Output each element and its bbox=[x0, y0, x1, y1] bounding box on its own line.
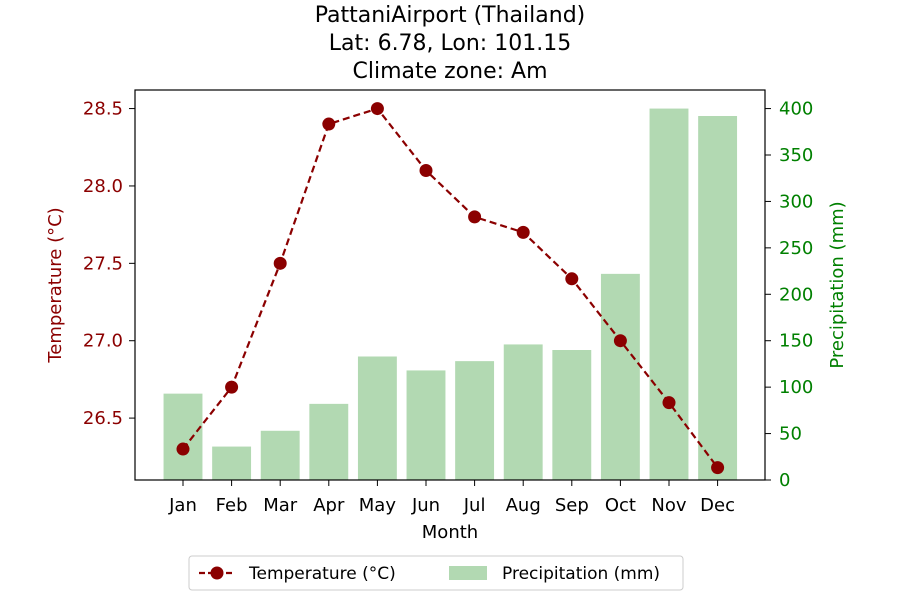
right-tick-label: 100 bbox=[779, 377, 813, 398]
temp-point-aug bbox=[516, 225, 530, 239]
x-axis-label: Month bbox=[422, 522, 478, 543]
precip-bar-jul bbox=[455, 361, 495, 480]
right-tick-label: 400 bbox=[779, 99, 813, 120]
left-axis-label: Temperature (°C) bbox=[45, 207, 66, 363]
temp-point-nov bbox=[662, 396, 676, 410]
left-y-axis: 26.5 27.0 27.5 28.0 28.5 bbox=[83, 99, 135, 429]
precip-bar-sep bbox=[552, 350, 592, 480]
precip-bar-mar bbox=[260, 430, 300, 480]
temp-point-sep bbox=[565, 272, 579, 286]
title-line-3: Climate zone: Am bbox=[352, 59, 547, 84]
title-line-1: PattaniAirport (Thailand) bbox=[315, 3, 586, 28]
temperature-series-line bbox=[182, 107, 719, 469]
title-line-2: Lat: 6.78, Lon: 101.15 bbox=[329, 31, 571, 56]
temp-point-may bbox=[370, 102, 384, 116]
temp-point-mar bbox=[273, 256, 287, 270]
precip-bar-jun bbox=[406, 370, 446, 480]
precip-bar-dec bbox=[698, 116, 738, 480]
temp-point-jan bbox=[176, 442, 190, 456]
legend-precipitation-swatch bbox=[449, 566, 487, 580]
right-tick-label: 150 bbox=[779, 331, 813, 352]
left-tick-label: 28.0 bbox=[83, 176, 123, 197]
precip-bar-feb bbox=[212, 446, 252, 480]
right-axis-label: Precipitation (mm) bbox=[827, 201, 848, 368]
x-tick-label-mar: Mar bbox=[263, 495, 298, 516]
right-tick-label: 300 bbox=[779, 191, 813, 212]
precip-bar-nov bbox=[649, 108, 689, 481]
temp-point-feb bbox=[225, 380, 239, 394]
temp-point-jun bbox=[419, 163, 433, 177]
temp-point-jul bbox=[468, 210, 482, 224]
x-tick-label-jul: Jul bbox=[463, 495, 486, 516]
x-tick-label-jan: Jan bbox=[168, 495, 197, 516]
left-tick-label: 27.0 bbox=[83, 331, 123, 352]
precip-bar-may bbox=[357, 356, 397, 480]
x-tick-label-aug: Aug bbox=[506, 495, 541, 516]
temp-point-oct bbox=[613, 334, 627, 348]
x-axis: Jan Feb Mar Apr May Jun Jul Aug Sep Oct Nov Dec bbox=[168, 480, 735, 516]
right-y-axis: 0 50 100 150 200 250 300 350 400 bbox=[765, 99, 813, 491]
left-tick-label: 27.5 bbox=[83, 253, 123, 274]
precip-bar-oct bbox=[600, 273, 640, 480]
x-tick-label-jun: Jun bbox=[411, 495, 440, 516]
precipitation-bars bbox=[163, 108, 738, 481]
legend-temperature-marker bbox=[210, 566, 224, 580]
plot-frame bbox=[134, 89, 766, 481]
right-tick-label: 0 bbox=[779, 470, 790, 491]
chart-title: PattaniAirport (Thailand) Lat: 6.78, Lon… bbox=[315, 3, 586, 84]
legend-precipitation-label: Precipitation (mm) bbox=[502, 564, 660, 584]
legend: Temperature (°C) Precipitation (mm) bbox=[188, 555, 684, 591]
right-tick-label: 50 bbox=[779, 424, 802, 445]
right-tick-label: 350 bbox=[779, 145, 813, 166]
temperature-line bbox=[176, 102, 725, 475]
precip-bar-apr bbox=[309, 403, 349, 480]
x-tick-label-sep: Sep bbox=[555, 495, 589, 516]
right-tick-label: 200 bbox=[779, 284, 813, 305]
x-tick-label-dec: Dec bbox=[700, 495, 735, 516]
x-tick-label-apr: Apr bbox=[313, 495, 345, 516]
temp-point-dec bbox=[711, 461, 725, 475]
x-tick-label-oct: Oct bbox=[605, 495, 636, 516]
x-tick-label-may: May bbox=[359, 495, 397, 516]
right-tick-label: 250 bbox=[779, 238, 813, 259]
legend-box bbox=[188, 555, 684, 591]
precip-bar-jan bbox=[163, 393, 203, 480]
precip-bar-aug bbox=[503, 344, 543, 480]
legend-temperature-label: Temperature (°C) bbox=[248, 564, 396, 584]
left-tick-label: 28.5 bbox=[83, 99, 123, 120]
x-tick-label-nov: Nov bbox=[651, 495, 686, 516]
x-tick-label-feb: Feb bbox=[216, 495, 248, 516]
temp-point-apr bbox=[322, 117, 336, 131]
left-tick-label: 26.5 bbox=[83, 408, 123, 429]
